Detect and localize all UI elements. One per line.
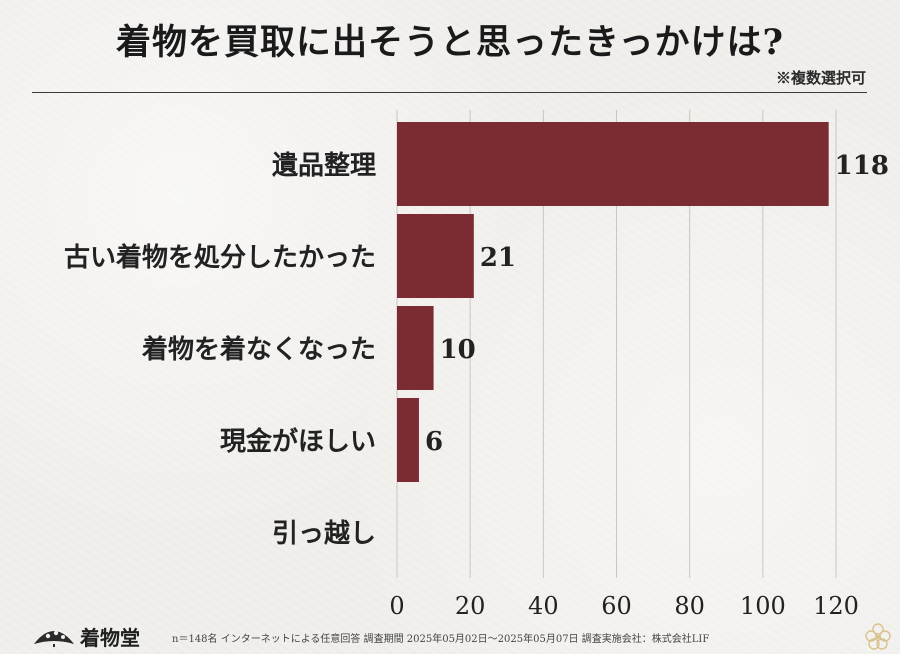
bar [397, 122, 829, 206]
title-divider [32, 92, 867, 93]
category-label: 着物を着なくなった [141, 334, 376, 365]
data-label: 21 [480, 243, 516, 273]
x-tick-label: 0 [389, 592, 404, 620]
data-label: 118 [835, 151, 889, 181]
x-tick-label: 20 [455, 592, 486, 620]
category-label: 引っ越し [272, 519, 376, 549]
footer: 着物堂 n＝148名 インターネットによる任意回答 調査期間 2025年05月0… [0, 618, 900, 654]
brand-name: 着物堂 [80, 626, 140, 650]
x-tick-label: 40 [528, 592, 559, 620]
category-label: 現金がほしい [220, 426, 376, 457]
category-label: 遺品整理 [272, 150, 376, 181]
data-label: 6 [425, 427, 443, 457]
survey-note: n＝148名 インターネットによる任意回答 調査期間 2025年05月02日～2… [172, 634, 710, 645]
bar [397, 214, 474, 298]
x-tick-label: 80 [674, 592, 705, 620]
x-tick-label: 60 [601, 592, 632, 620]
bar [397, 306, 434, 390]
x-tick-label: 100 [740, 592, 786, 620]
fan-logo-icon [34, 630, 74, 647]
flower-icon [865, 623, 891, 650]
page-title: 着物を買取に出そうと思ったきっかけは? [115, 22, 785, 63]
multiple-choice-note: ※複数選択可 [775, 69, 866, 87]
bar [397, 398, 419, 482]
data-label: 10 [440, 335, 476, 365]
x-tick-label: 120 [813, 592, 859, 620]
category-label: 古い着物を処分したかった [64, 242, 376, 273]
